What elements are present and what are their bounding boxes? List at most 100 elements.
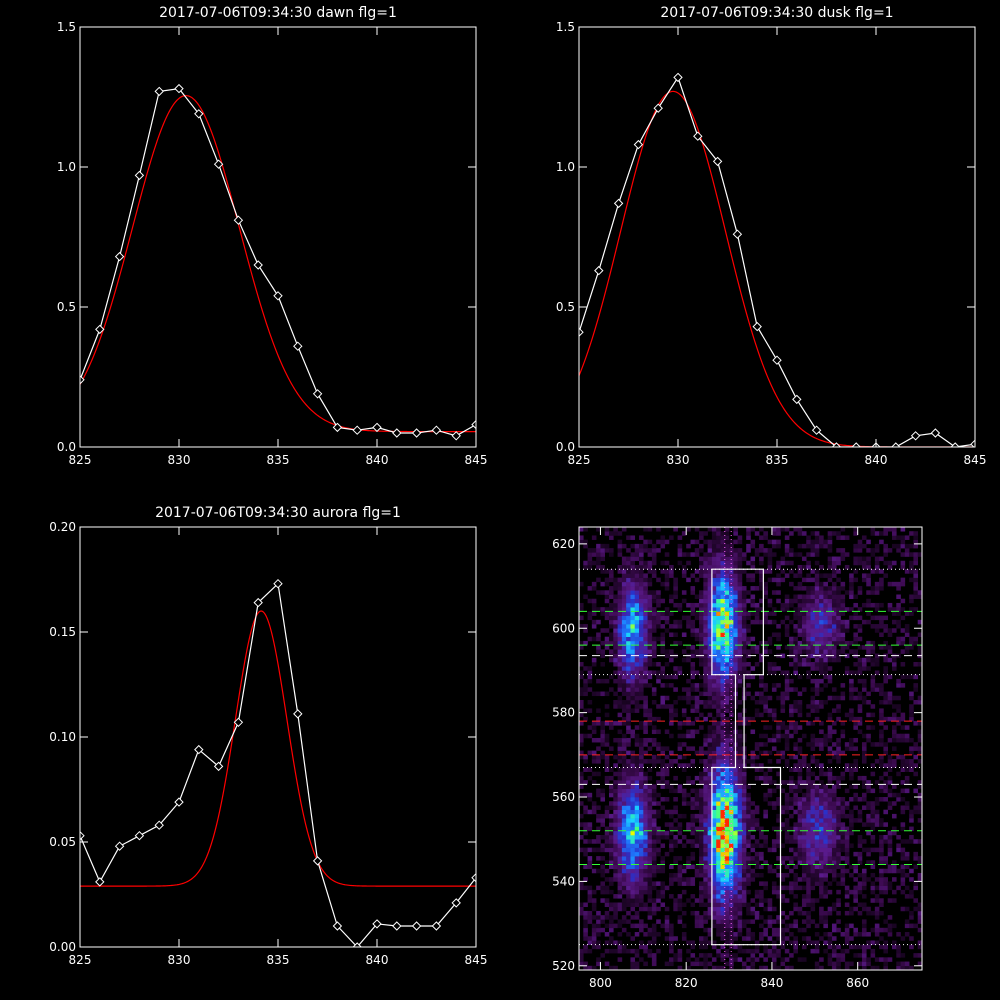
image-pixel	[733, 788, 738, 794]
image-pixel	[879, 936, 884, 941]
image-pixel	[746, 560, 751, 566]
image-pixel	[866, 640, 871, 646]
image-pixel	[784, 678, 790, 684]
image-pixel	[866, 818, 871, 823]
image-pixel	[840, 594, 846, 600]
dawn-data-point	[411, 428, 422, 438]
image-pixel	[677, 813, 683, 819]
image-pixel	[789, 640, 794, 646]
image-pixel	[771, 746, 777, 751]
image-pixel	[600, 834, 606, 840]
image-pixel	[870, 725, 876, 730]
image-pixel	[729, 847, 734, 853]
image-pixel	[703, 940, 708, 945]
image-pixel	[874, 624, 880, 629]
image-pixel	[664, 961, 670, 967]
image-pixel	[844, 860, 850, 865]
image-pixel	[703, 683, 708, 688]
image-pixel	[643, 868, 648, 874]
image-pixel	[913, 577, 919, 583]
image-pixel	[767, 902, 773, 908]
image-pixel	[836, 607, 841, 612]
image-pixel	[917, 797, 922, 802]
image-pixel	[587, 687, 593, 692]
image-pixel	[763, 809, 768, 815]
image-pixel	[656, 704, 661, 709]
image-pixel	[729, 775, 734, 781]
image-pixel	[626, 839, 631, 844]
image-pixel	[746, 577, 751, 583]
image-pixel	[836, 754, 841, 760]
image-pixel	[909, 695, 914, 701]
image-pixel	[694, 788, 700, 794]
image-pixel	[639, 851, 644, 857]
image-pixel	[746, 856, 751, 861]
image-pixel	[609, 856, 614, 861]
image-pixel	[724, 805, 730, 810]
image-pixel	[836, 822, 841, 827]
image-pixel	[754, 805, 760, 810]
image-pixel	[840, 957, 846, 962]
image-pixel	[784, 763, 790, 768]
image-pixel	[767, 552, 773, 557]
image-pixel	[900, 759, 906, 764]
image-pixel	[913, 569, 919, 574]
image-pixel	[604, 902, 610, 908]
image-pixel	[810, 860, 816, 865]
image-pixel	[621, 581, 627, 587]
image-pixel	[609, 830, 614, 836]
image-pixel	[634, 662, 640, 667]
image-pixel	[720, 780, 726, 785]
image-pixel	[651, 953, 657, 958]
image-pixel	[853, 543, 858, 549]
image-pixel	[896, 594, 901, 600]
image-pixel	[797, 767, 803, 773]
image-pixel	[703, 894, 708, 899]
image-pixel	[621, 927, 627, 933]
image-pixel	[831, 598, 837, 604]
image-pixel	[587, 670, 593, 675]
image-pixel	[870, 818, 876, 823]
image-pixel	[609, 822, 614, 827]
image-pixel	[634, 666, 640, 671]
image-pixel	[669, 936, 674, 941]
image-x-tick-label: 840	[760, 976, 783, 990]
image-pixel	[746, 936, 751, 941]
image-pixel	[733, 834, 738, 840]
image-pixel	[703, 860, 708, 865]
image-pixel	[724, 927, 730, 933]
image-pixel	[891, 864, 897, 870]
image-pixel	[883, 624, 888, 629]
image-pixel	[797, 771, 803, 777]
image-pixel	[626, 708, 631, 713]
image-pixel	[763, 948, 768, 954]
image-pixel	[849, 615, 854, 621]
image-pixel	[780, 750, 786, 756]
image-pixel	[596, 645, 601, 650]
image-pixel	[617, 834, 623, 840]
image-pixel	[750, 666, 756, 671]
image-pixel	[647, 927, 653, 933]
image-pixel	[754, 763, 760, 768]
image-pixel	[716, 809, 721, 815]
image-pixel	[720, 602, 726, 608]
image-pixel	[831, 602, 837, 608]
image-pixel	[729, 940, 734, 945]
image-pixel	[861, 919, 867, 924]
image-pixel	[720, 860, 726, 865]
image-pixel	[810, 868, 816, 874]
image-pixel	[617, 721, 623, 726]
image-pixel	[836, 851, 841, 857]
image-pixel	[724, 535, 730, 540]
image-pixel	[737, 919, 743, 924]
image-pixel	[896, 716, 901, 722]
image-pixel	[690, 843, 696, 848]
image-pixel	[729, 742, 734, 747]
image-pixel	[634, 771, 640, 777]
image-pixel	[784, 759, 790, 764]
image-pixel	[900, 649, 906, 654]
image-pixel	[711, 704, 717, 709]
image-pixel	[737, 552, 743, 557]
image-pixel	[621, 830, 627, 836]
image-pixel	[656, 602, 661, 608]
